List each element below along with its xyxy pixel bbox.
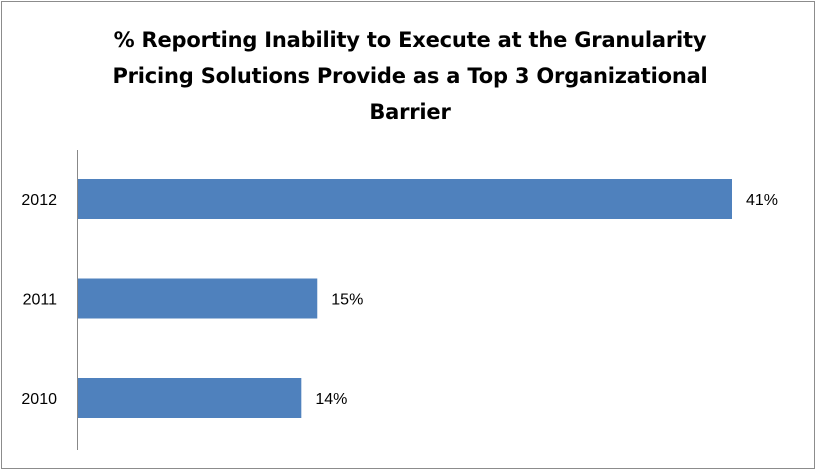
- chart-title-line-2: Pricing Solutions Provide as a Top 3 Org…: [112, 64, 708, 88]
- value-label-2011: 15%: [331, 292, 363, 309]
- bar-group: 2012 41% 2011 15% 2010 14%: [21, 179, 778, 418]
- bar-2011: [78, 278, 318, 319]
- bar-2012: [78, 179, 732, 219]
- chart-title: % Reporting Inability to Execute at the …: [60, 22, 760, 130]
- category-label-2011: 2011: [23, 292, 58, 309]
- value-label-2010: 14%: [315, 391, 347, 408]
- chart-title-line-3: Barrier: [369, 100, 451, 124]
- bar-2010: [78, 378, 302, 418]
- category-label-2010: 2010: [21, 391, 57, 408]
- value-label-2012: 41%: [746, 192, 778, 209]
- chart-title-line-1: % Reporting Inability to Execute at the …: [113, 28, 707, 52]
- category-label-2012: 2012: [21, 192, 57, 209]
